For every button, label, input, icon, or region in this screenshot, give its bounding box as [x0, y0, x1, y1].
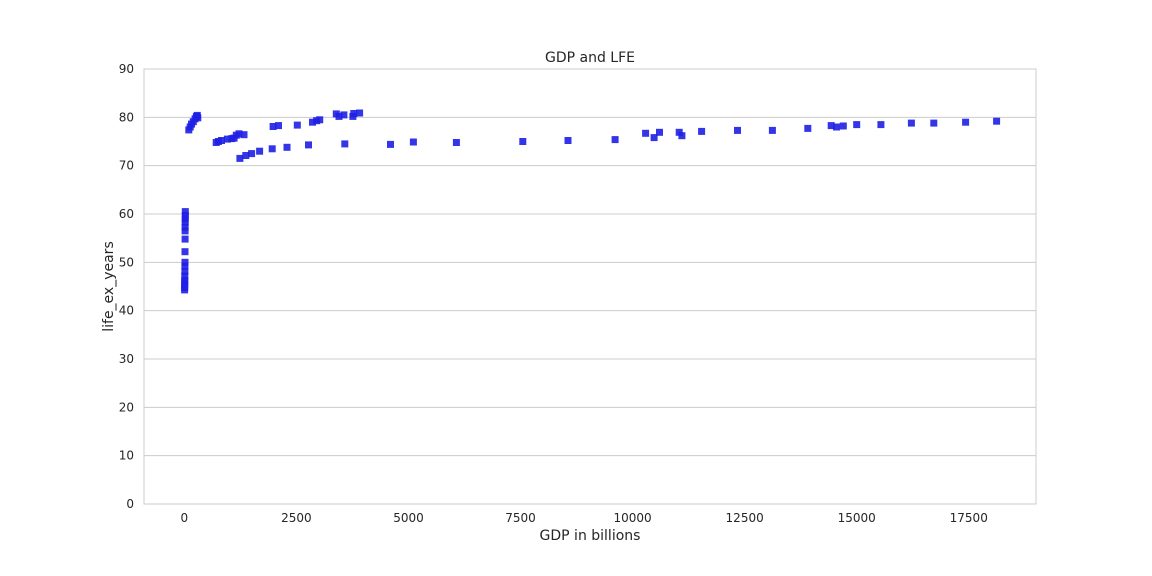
y-tick-label: 0: [126, 497, 134, 511]
data-point: [962, 118, 970, 126]
data-point: [409, 138, 417, 146]
data-points: [181, 109, 1001, 294]
x-tick-labels: 0 2500 5000 7500 10000 12500 15000 17500: [181, 511, 988, 525]
data-point: [340, 111, 348, 119]
data-point: [181, 235, 189, 243]
data-point: [223, 135, 231, 143]
y-tick-label: 90: [119, 62, 134, 76]
y-tick-label: 10: [119, 449, 134, 463]
y-tick-label: 50: [119, 255, 134, 269]
data-point: [242, 152, 250, 159]
data-point: [804, 124, 812, 132]
data-point: [181, 208, 189, 216]
data-point: [218, 137, 225, 144]
data-point: [181, 276, 189, 284]
x-tick-label: 17500: [950, 511, 988, 525]
data-point: [256, 147, 264, 155]
x-tick-label: 10000: [613, 511, 651, 525]
x-tick-label: 7500: [505, 511, 536, 525]
chart-title: GDP and LFE: [545, 50, 635, 66]
data-point: [650, 134, 658, 142]
data-point: [833, 123, 840, 131]
data-point: [181, 268, 189, 275]
x-tick-label: 2500: [281, 511, 312, 525]
data-point: [827, 122, 835, 130]
data-point: [656, 128, 663, 136]
data-point: [235, 130, 243, 138]
y-tick-label: 30: [119, 352, 134, 366]
data-point: [642, 129, 650, 137]
data-point: [387, 140, 394, 148]
data-point: [275, 122, 282, 130]
data-point: [839, 122, 847, 130]
data-point: [678, 132, 686, 140]
data-point: [341, 140, 349, 148]
y-tick-labels: 0 10 20 30 40 50 60 70 80 90: [119, 62, 134, 511]
data-point: [356, 109, 364, 117]
data-point: [611, 136, 619, 144]
data-point: [181, 258, 189, 266]
data-point: [335, 112, 343, 120]
data-point: [268, 145, 276, 153]
data-point: [181, 272, 189, 280]
data-point: [350, 110, 358, 117]
y-tick-label: 80: [119, 110, 134, 124]
x-tick-label: 12500: [726, 511, 764, 525]
y-tick-label: 20: [119, 400, 134, 414]
y-tick-label: 60: [119, 207, 134, 221]
data-point: [698, 127, 706, 135]
data-point: [768, 126, 776, 134]
data-point: [452, 139, 460, 146]
x-tick-label: 5000: [393, 511, 424, 525]
data-point: [305, 141, 312, 149]
data-point: [734, 126, 741, 134]
data-point: [930, 119, 938, 127]
y-axis-label: life_ex_years: [101, 241, 117, 332]
data-point: [316, 116, 324, 124]
data-point: [877, 121, 885, 129]
data-point: [194, 114, 202, 122]
data-point: [240, 131, 248, 139]
data-point: [283, 143, 291, 151]
y-tick-label: 70: [119, 159, 134, 173]
data-point: [853, 121, 861, 129]
data-point: [236, 154, 244, 162]
data-point: [993, 117, 1001, 125]
data-point: [293, 121, 301, 129]
x-axis-label: GDP in billions: [540, 528, 641, 544]
data-point: [564, 137, 572, 144]
data-point: [181, 262, 189, 270]
data-point: [309, 118, 316, 126]
data-point: [269, 123, 277, 130]
data-point: [519, 138, 527, 145]
plot-frame: [143, 68, 1037, 505]
data-point: [181, 227, 189, 235]
x-tick-label: 0: [181, 511, 189, 525]
data-point: [907, 119, 915, 127]
data-point: [181, 248, 189, 256]
data-point: [181, 223, 189, 231]
data-point: [181, 211, 189, 219]
data-point: [248, 150, 256, 158]
x-tick-label: 15000: [838, 511, 876, 525]
y-tick-label: 40: [119, 304, 134, 318]
